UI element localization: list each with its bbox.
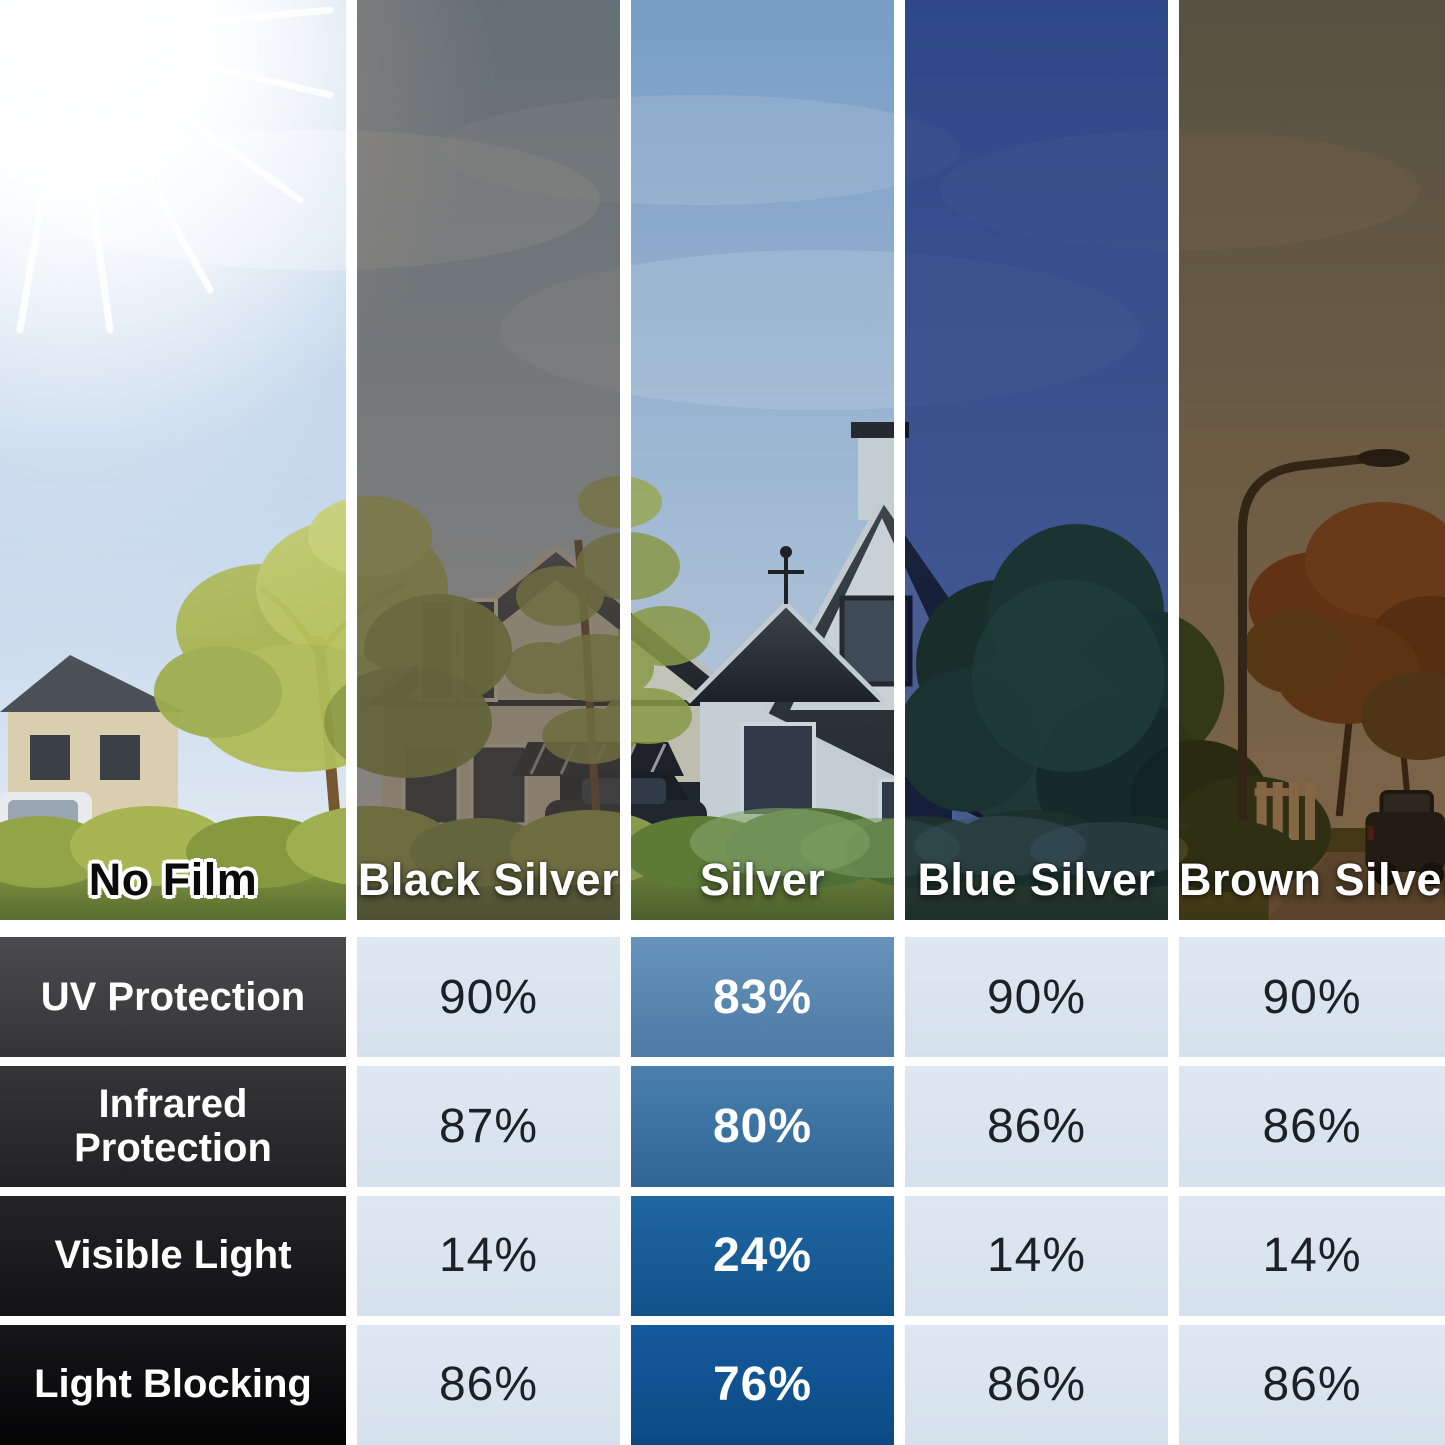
film-strip-no-film: No Film [0,0,346,920]
street-photo-panorama [1179,0,1445,920]
uv-silver-value: 83% [631,937,894,1058]
infrared-brown-silver-value: 86% [1179,1066,1445,1187]
blocking-silver-value: 76% [631,1324,894,1445]
film-strip-silver: Silver [631,0,894,920]
film-preview-strips: No Film Black Silver Silver Blue Silver … [0,0,1445,920]
blocking-brown-silver-value: 86% [1179,1324,1445,1445]
street-photo-panorama [0,0,346,920]
visible-blue-silver-value: 14% [905,1195,1168,1316]
visible-brown-silver-value: 14% [1179,1195,1445,1316]
uv-blue-silver-value: 90% [905,937,1168,1058]
row-label-infrared-protection: Infrared Protection [0,1066,346,1187]
uv-brown-silver-value: 90% [1179,937,1445,1058]
infrared-black-silver-value: 87% [357,1066,620,1187]
visible-silver-value: 24% [631,1195,894,1316]
row-label-light-blocking: Light Blocking [0,1324,346,1445]
film-strip-black-silver: Black Silver [357,0,620,920]
street-photo-panorama [905,0,1168,920]
visible-black-silver-value: 14% [357,1195,620,1316]
row-label-visible-light: Visible Light [0,1195,346,1316]
film-strip-label: Silver [699,854,826,905]
uv-black-silver-value: 90% [357,937,620,1058]
film-strip-label: No Film [88,854,258,905]
infrared-blue-silver-value: 86% [905,1066,1168,1187]
blocking-blue-silver-value: 86% [905,1324,1168,1445]
blocking-black-silver-value: 86% [357,1324,620,1445]
row-label-uv-protection: UV Protection [0,937,346,1058]
film-strip-label: Brown Silver [1179,854,1445,905]
film-strip-blue-silver: Blue Silver [905,0,1168,920]
comparison-table: UV Protection 90% 83% 90% 90% Infrared P… [0,937,1445,1445]
street-photo-panorama [631,0,894,920]
infrared-silver-value: 80% [631,1066,894,1187]
street-photo-panorama [357,0,620,920]
film-strip-label: Black Silver [357,854,620,905]
film-strip-brown-silver: Brown Silver [1179,0,1445,920]
film-strip-label: Blue Silver [917,854,1156,905]
